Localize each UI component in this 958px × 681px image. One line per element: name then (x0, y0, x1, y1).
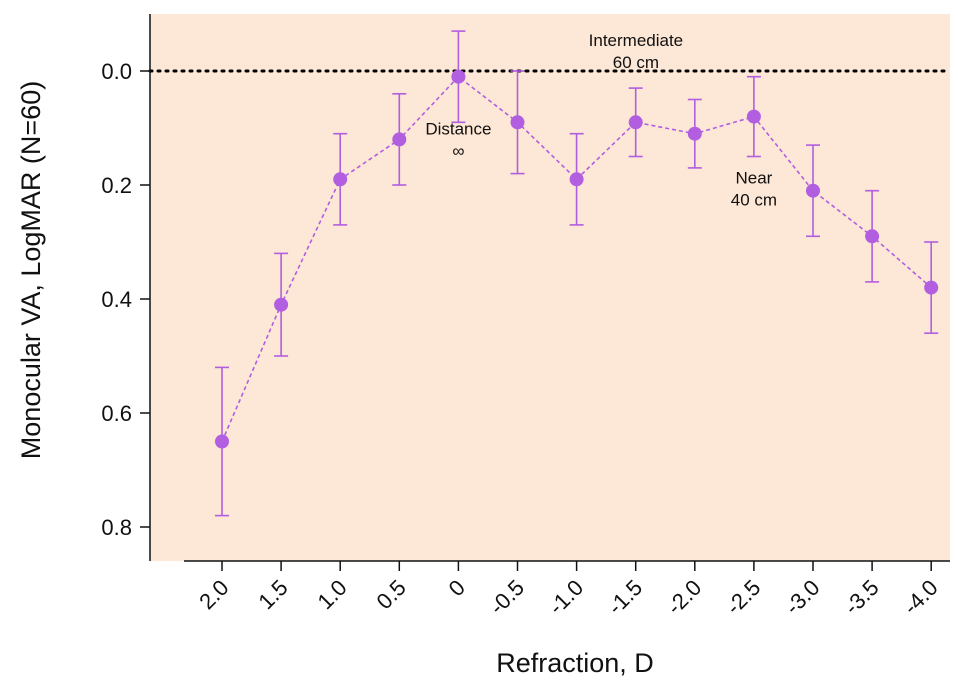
x-tick-label: 2.0 (194, 575, 233, 614)
x-tick-label: -2.5 (721, 575, 765, 619)
y-tick-label: 0.0 (101, 59, 132, 84)
x-tick-label: -3.0 (780, 575, 824, 619)
data-point (628, 115, 643, 130)
y-axis-title: Monocular VA, LogMAR (N=60) (16, 81, 46, 459)
annotation-text: Intermediate (589, 31, 684, 50)
data-point (865, 229, 880, 244)
data-point (333, 172, 348, 187)
data-point (451, 69, 466, 84)
x-tick-label: -1.0 (544, 575, 588, 619)
x-tick-label: -3.5 (839, 575, 883, 619)
x-tick-label: 1.0 (312, 575, 351, 614)
x-tick-label: 0.5 (372, 575, 411, 614)
x-tick-label: -2.0 (662, 575, 706, 619)
data-point (274, 297, 289, 312)
data-point (746, 109, 761, 124)
data-point (806, 183, 820, 198)
y-tick-label: 0.6 (101, 401, 132, 426)
annotation-text: 60 cm (613, 53, 659, 72)
x-tick-label: 0 (444, 575, 470, 601)
x-tick-label: 1.5 (253, 575, 292, 614)
data-point (510, 115, 525, 130)
x-tick-label: -0.5 (485, 575, 529, 619)
y-tick-label: 0.8 (101, 515, 132, 540)
data-point (924, 280, 939, 295)
annotation-text: ∞ (452, 141, 464, 160)
annotation-text: Distance (425, 119, 491, 138)
x-tick-label: -1.5 (603, 575, 647, 619)
plot-background (150, 14, 950, 561)
y-tick-label: 0.4 (101, 287, 132, 312)
annotation-text: 40 cm (731, 190, 777, 209)
data-point (215, 434, 229, 449)
annotation-text: Near (735, 168, 772, 187)
y-tick-label: 0.2 (101, 173, 132, 198)
x-tick-label: -4.0 (898, 575, 942, 619)
x-axis-title: Refraction, D (496, 648, 654, 678)
data-point (569, 172, 584, 187)
data-point (687, 126, 702, 141)
data-point (392, 132, 407, 147)
